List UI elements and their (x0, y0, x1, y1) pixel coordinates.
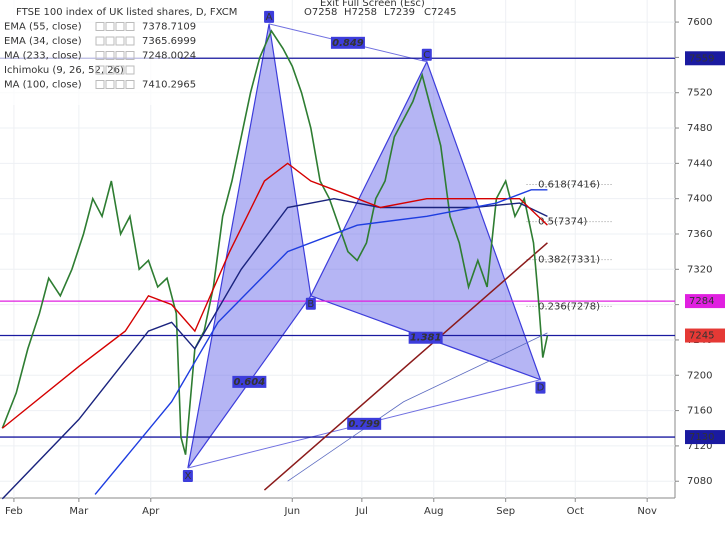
series-line (1, 29, 549, 455)
legend-button[interactable] (125, 36, 135, 46)
ratio-box (347, 417, 382, 430)
x-tick-label: Apr (142, 506, 160, 517)
legend-button[interactable] (115, 80, 125, 89)
x-tick-label: Jun (283, 506, 300, 517)
legend-value: 7365.6999 (142, 36, 196, 47)
pattern-point-box (421, 48, 432, 61)
y-tick-label: 7600 (687, 17, 712, 28)
x-tick-label: Aug (424, 506, 444, 517)
pattern-point-label: D (537, 383, 545, 394)
price-tag (685, 430, 725, 445)
pattern-point-label: B (307, 299, 314, 310)
screen-hint: Exit Full Screen (Esc) (320, 0, 425, 9)
legend-name: EMA (55, close) (4, 22, 82, 33)
price-tag-label: 7245 (689, 331, 714, 342)
legend-name: Ichimoku (9, 26, 52, 26) (4, 65, 124, 76)
legend-button[interactable] (125, 51, 135, 60)
ohlc-label: L7239 (384, 7, 415, 18)
series-line (287, 332, 548, 482)
legend-button[interactable] (105, 80, 115, 89)
ratio-box (330, 36, 365, 49)
legend-button[interactable] (105, 65, 115, 75)
y-tick-label: 7320 (687, 264, 712, 275)
legend-value: 7378.7109 (142, 22, 196, 33)
pattern-point-box (305, 297, 316, 310)
pattern-point-box (182, 469, 193, 482)
price-tag-label: 7559 (689, 53, 714, 64)
y-tick-label: 7200 (687, 370, 712, 381)
fib-label: 0.236(7278) (538, 301, 600, 312)
legend-button[interactable] (125, 22, 135, 31)
legend-button[interactable] (95, 65, 105, 75)
legend-button[interactable] (95, 22, 105, 31)
legend-bg (0, 0, 180, 105)
ratio-label: 0.799 (348, 419, 380, 430)
legend-button[interactable] (95, 80, 105, 89)
legend-button[interactable] (115, 65, 125, 75)
chart-title: FTSE 100 index of UK listed shares, D, F… (16, 7, 237, 18)
pattern-point-box (264, 10, 275, 23)
ratio-box (232, 375, 267, 388)
fib-label: 0.382(7331) (538, 255, 600, 266)
price-tag (685, 51, 725, 66)
price-tag (685, 328, 725, 343)
ohlc-label: H7258 (344, 7, 377, 18)
y-tick-label: 7160 (687, 406, 712, 417)
legend-button[interactable] (95, 51, 105, 60)
y-tick-label: 7520 (687, 88, 712, 99)
y-tick-label: 7440 (687, 158, 712, 169)
legend-name: MA (233, close) (4, 51, 82, 62)
price-tag (685, 294, 725, 309)
price-tag-label: 7284 (689, 296, 714, 307)
legend-name: MA (100, close) (4, 80, 82, 91)
pattern-point-box (535, 381, 546, 394)
legend-button[interactable] (105, 36, 115, 46)
ratio-label: 1.381 (410, 333, 442, 344)
series-line (1, 162, 548, 429)
fib-label: 0.5(7374) (538, 217, 587, 228)
pattern-point-label: C (423, 50, 430, 61)
y-tick-label: 7360 (687, 229, 712, 240)
legend-button[interactable] (115, 22, 125, 31)
ratio-box (408, 331, 443, 344)
series-line (94, 189, 548, 495)
legend: Exit Full Screen (Esc) FTSE 100 index of … (0, 0, 456, 105)
legend-name: EMA (34, close) (4, 36, 82, 47)
legend-value: 7410.2965 (142, 80, 196, 91)
ratio-label: 0.604 (234, 377, 266, 388)
plot: 7080712071607200724072807320736074007440… (0, 0, 725, 517)
x-tick-label: Sep (496, 506, 515, 517)
x-tick-label: Jul (355, 506, 368, 517)
legend-button[interactable] (115, 51, 125, 60)
y-tick-label: 7480 (687, 123, 712, 134)
pattern-point-label: X (184, 471, 191, 482)
ohlc-label: O7258 (304, 7, 337, 18)
x-tick-label: Nov (637, 506, 657, 517)
legend-value: 7248.0024 (142, 51, 196, 62)
fib-label: 0.618(7416) (538, 180, 600, 191)
legend-button[interactable] (125, 80, 135, 89)
ohlc-label: C7245 (424, 7, 456, 18)
y-tick-label: 7080 (687, 476, 712, 487)
x-tick-label: Mar (69, 506, 89, 517)
x-tick-label: Feb (5, 506, 23, 517)
x-tick-label: Oct (567, 506, 584, 517)
price-tag-label: 7130 (689, 432, 714, 443)
legend-button[interactable] (105, 51, 115, 60)
legend-button[interactable] (105, 22, 115, 31)
pattern-point-label: A (266, 12, 273, 23)
legend-button[interactable] (125, 65, 135, 75)
y-tick-label: 7400 (687, 194, 712, 205)
legend-button[interactable] (115, 36, 125, 46)
legend-button[interactable] (95, 36, 105, 46)
ratio-label: 0.849 (332, 38, 364, 49)
trendline (263, 242, 548, 491)
y-tick-label: 7120 (687, 441, 712, 452)
